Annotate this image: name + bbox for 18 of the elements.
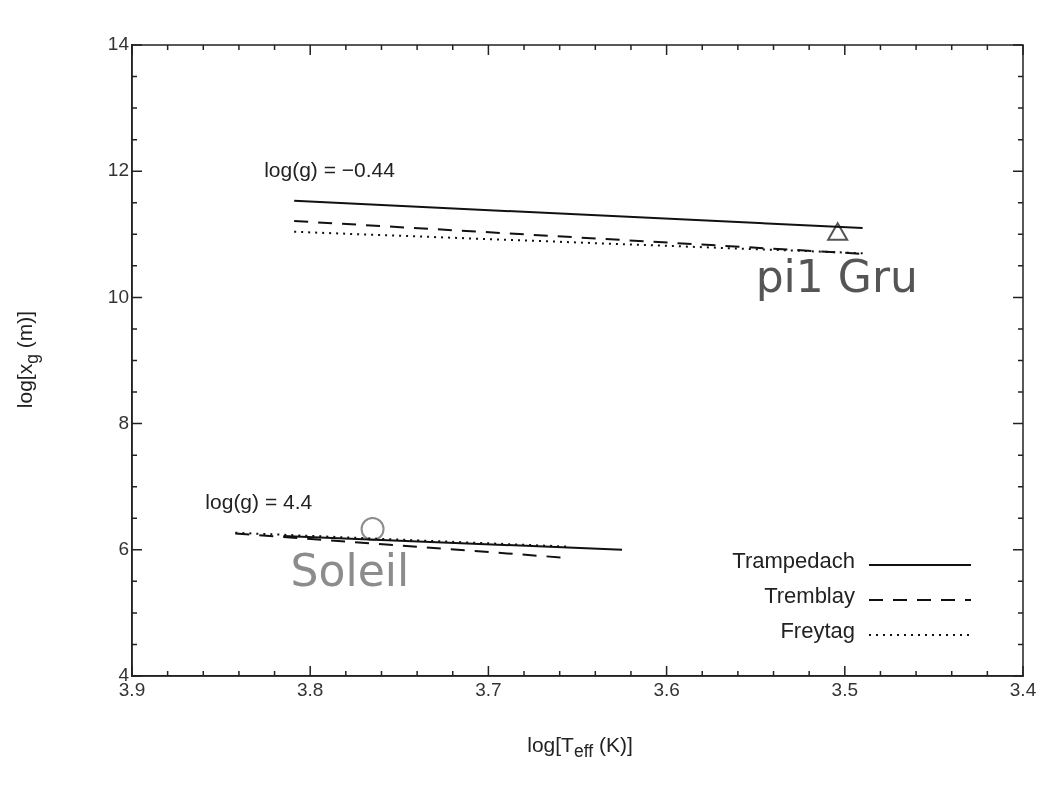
legend-label: Tremblay: [764, 583, 855, 609]
legend-label: Trampedach: [732, 548, 855, 574]
x-tick-label: 3.5: [831, 678, 859, 700]
y-tick-label: 8: [118, 411, 129, 433]
y-tick-label: 6: [118, 538, 129, 560]
y-tick-label: 14: [107, 33, 130, 55]
annotation: log(g) = −0.44: [264, 157, 396, 181]
series-label: pi1 Gru: [755, 250, 918, 302]
x-tick-label: 3.4: [1009, 678, 1037, 700]
y-tick-label: 12: [107, 159, 129, 181]
annotation: log(g) = 4.4: [205, 490, 313, 514]
x-tick-label: 3.6: [653, 678, 680, 700]
x-axis-title: log[T$_{eff}$ (K)]: [526, 733, 634, 763]
x-tick-label: 3.7: [475, 678, 502, 700]
y-tick-label: 10: [107, 285, 129, 307]
series-label: Soleil: [290, 545, 410, 597]
x-tick-label: 3.8: [296, 678, 324, 700]
legend-label: Freytag: [780, 618, 855, 644]
